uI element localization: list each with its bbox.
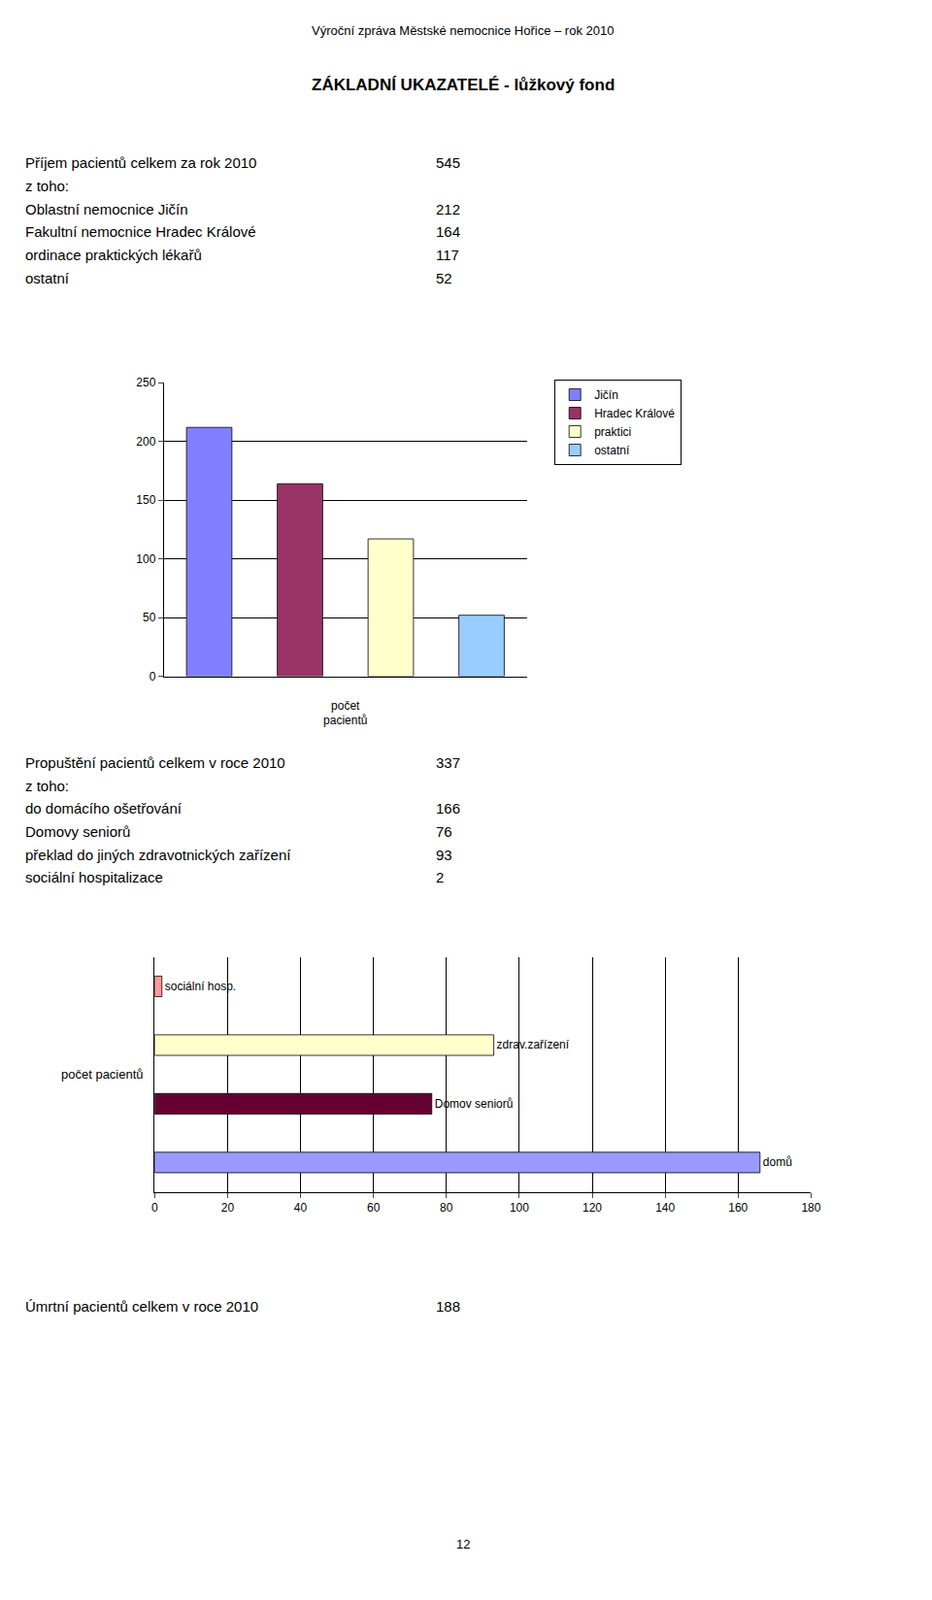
- svg-text:Hradec Králové: Hradec Králové: [594, 406, 675, 421]
- svg-text:Propuštění pacientů celkem v r: Propuštění pacientů celkem v roce 2010: [25, 754, 286, 771]
- svg-text:praktici: praktici: [594, 425, 632, 439]
- svg-text:160: 160: [728, 1200, 748, 1215]
- svg-text:337: 337: [435, 754, 461, 771]
- svg-text:164: 164: [435, 223, 461, 240]
- svg-text:ostatní: ostatní: [594, 443, 631, 458]
- svg-text:250: 250: [135, 375, 156, 390]
- svg-text:Domov seniorů: Domov seniorů: [434, 1097, 514, 1111]
- svg-text:166: 166: [435, 799, 461, 817]
- svg-text:20: 20: [221, 1200, 235, 1215]
- svg-text:zdrav.zařízení: zdrav.zařízení: [497, 1037, 570, 1052]
- svg-text:60: 60: [366, 1200, 381, 1215]
- svg-text:Oblastní nemocnice Jičín: Oblastní nemocnice Jičín: [25, 200, 189, 218]
- svg-text:188: 188: [435, 1298, 461, 1315]
- svg-text:z toho:: z toho:: [25, 777, 69, 795]
- svg-text:sociální hospitalizace: sociální hospitalizace: [25, 868, 164, 886]
- svg-text:52: 52: [435, 269, 453, 287]
- svg-text:2: 2: [435, 868, 444, 886]
- svg-text:545: 545: [435, 154, 461, 171]
- svg-text:domů: domů: [763, 1155, 793, 1169]
- svg-text:Fakultní nemocnice Hradec Král: Fakultní nemocnice Hradec Králové: [25, 223, 257, 240]
- svg-text:50: 50: [142, 610, 157, 625]
- svg-text:z toho:: z toho:: [25, 177, 69, 195]
- svg-text:Jičín: Jičín: [594, 388, 619, 402]
- svg-text:Domovy seniorů: Domovy seniorů: [25, 823, 131, 840]
- svg-text:Výroční zpráva Městské nemocni: Výroční zpráva Městské nemocnice Hořice …: [311, 23, 614, 38]
- svg-text:Příjem pacientů celkem za rok: Příjem pacientů celkem za rok 2010: [25, 154, 257, 171]
- svg-text:překlad do jiných zdravotnický: překlad do jiných zdravotnických zařízen…: [25, 846, 292, 864]
- svg-text:0: 0: [151, 1200, 159, 1215]
- svg-text:ZÁKLADNÍ UKAZATELÉ - lůžkový f: ZÁKLADNÍ UKAZATELÉ - lůžkový fond: [311, 75, 615, 95]
- svg-text:počet pacientů: počet pacientů: [61, 1066, 144, 1082]
- svg-text:ostatní: ostatní: [25, 269, 70, 287]
- svg-text:do domácího ošetřování: do domácího ošetřování: [25, 799, 183, 817]
- svg-text:150: 150: [135, 493, 156, 507]
- svg-text:117: 117: [435, 246, 460, 264]
- svg-text:sociální hosp.: sociální hosp.: [165, 979, 236, 994]
- svg-text:140: 140: [655, 1200, 675, 1215]
- svg-text:212: 212: [435, 200, 461, 218]
- svg-text:76: 76: [435, 823, 453, 840]
- svg-text:ordinace praktických lékařů: ordinace praktických lékařů: [25, 246, 202, 264]
- svg-text:0: 0: [149, 669, 157, 684]
- svg-text:12: 12: [456, 1536, 470, 1552]
- svg-text:40: 40: [294, 1200, 308, 1215]
- svg-text:120: 120: [582, 1200, 602, 1215]
- svg-text:200: 200: [135, 434, 156, 449]
- svg-text:100: 100: [509, 1200, 530, 1215]
- svg-text:180: 180: [800, 1200, 821, 1215]
- svg-text:Úmrtní pacientů celkem v roce: Úmrtní pacientů celkem v roce 2010: [25, 1298, 259, 1315]
- svg-text:93: 93: [435, 846, 453, 864]
- svg-text:80: 80: [439, 1200, 454, 1215]
- svg-text:100: 100: [135, 552, 156, 566]
- svg-text:početpacientů: početpacientů: [323, 699, 367, 729]
